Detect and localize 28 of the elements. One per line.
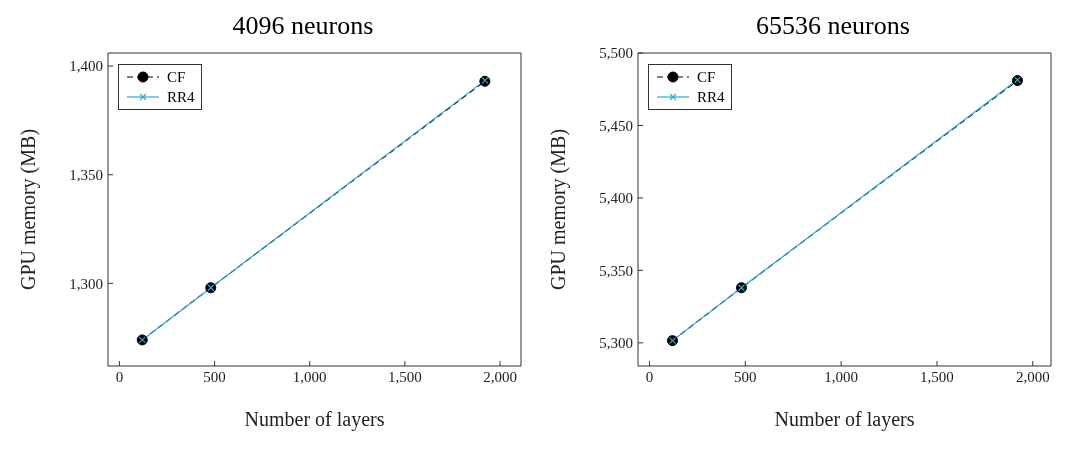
x-axis-title: Number of layers [244, 408, 385, 431]
y-tick-label: 5,500 [599, 45, 633, 62]
y-tick-label: 5,450 [599, 117, 633, 134]
y-tick-label: 5,300 [599, 335, 633, 352]
y-tick-label: 1,350 [69, 167, 103, 184]
x-tick-label: 0 [645, 368, 654, 385]
x-tick-label: 0 [115, 368, 124, 385]
y-axis-title: GPU memory (MB) [17, 128, 41, 291]
legend-label: CF [697, 68, 716, 87]
x-tick-label: 1,500 [920, 368, 954, 385]
x-axis-title: Number of layers [774, 408, 915, 431]
x-tick-label: 1,000 [292, 368, 327, 385]
y-tick-label: 5,400 [599, 190, 633, 207]
x-tick-label: 1,500 [388, 368, 422, 385]
x-tick-label: 2,000 [483, 368, 517, 385]
x-tick-label: 2,000 [1015, 368, 1050, 385]
y-tick-label: 1,300 [69, 275, 103, 292]
x-tick-label: 500 [203, 368, 226, 385]
legend-label: RR4 [167, 88, 195, 107]
y-axis-title: GPU memory (MB) [547, 128, 571, 291]
chart-title: 65536 neurons [755, 10, 911, 42]
legend-label: CF [167, 68, 186, 87]
x-tick-label: 1,000 [824, 368, 859, 385]
chart-title: 4096 neurons [231, 10, 375, 42]
x-tick-label: 500 [734, 368, 757, 385]
legend-label: RR4 [697, 88, 725, 107]
y-tick-label: 1,400 [69, 58, 103, 75]
y-tick-label: 5,350 [599, 262, 633, 279]
